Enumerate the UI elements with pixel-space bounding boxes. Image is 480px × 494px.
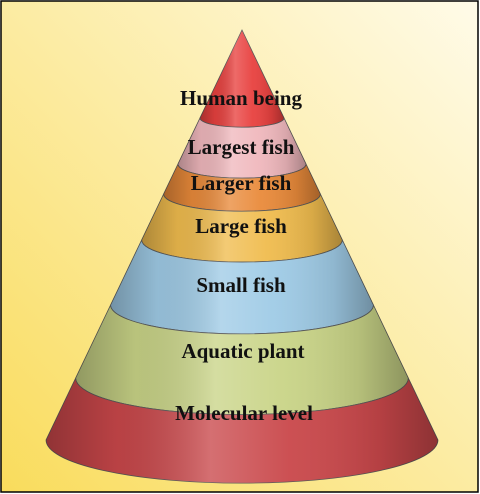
level-label-molecular-level: Molecular level bbox=[175, 401, 313, 425]
level-label-larger-fish: Larger fish bbox=[191, 171, 292, 195]
level-label-small-fish: Small fish bbox=[196, 273, 286, 297]
level-band-shading-larger-fish bbox=[163, 164, 321, 212]
level-band-shading-human-being bbox=[199, 30, 285, 128]
level-label-large-fish: Large fish bbox=[195, 214, 287, 238]
level-label-largest-fish: Largest fish bbox=[188, 135, 295, 159]
level-band-shading-largest-fish bbox=[177, 118, 307, 179]
level-band-shading-large-fish bbox=[141, 194, 343, 263]
level-label-human-being: Human being bbox=[180, 86, 302, 110]
level-label-aquatic-plant: Aquatic plant bbox=[181, 339, 304, 363]
level-band-shading-aquatic-plant bbox=[75, 305, 409, 415]
level-band-shading-molecular-level bbox=[46, 378, 438, 484]
level-band-shading-small-fish bbox=[110, 240, 374, 334]
